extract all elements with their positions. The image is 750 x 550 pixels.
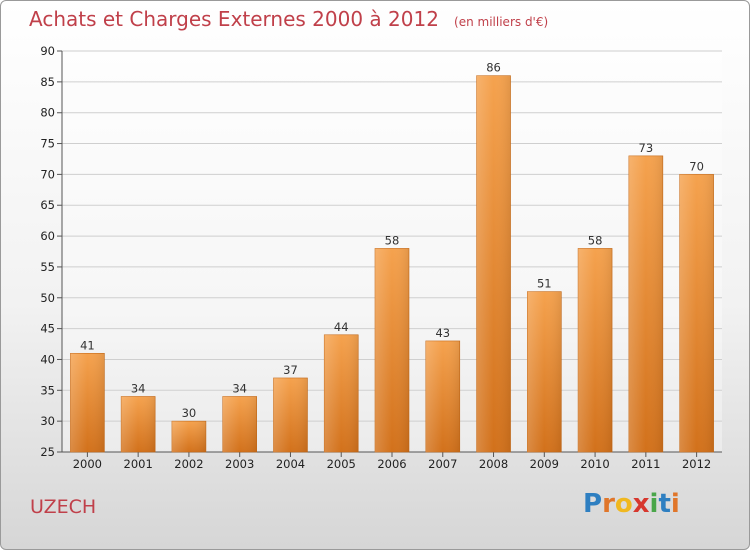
chart-unit: (en milliers d'€) bbox=[454, 15, 549, 29]
bar-shade-2005 bbox=[324, 334, 359, 452]
x-tick-label-2008: 2008 bbox=[479, 457, 508, 471]
value-label-2007: 43 bbox=[435, 326, 450, 340]
x-tick-label-2006: 2006 bbox=[377, 457, 406, 471]
logo-letter: P bbox=[583, 489, 603, 519]
value-label-2000: 41 bbox=[80, 338, 95, 352]
x-tick-label-2009: 2009 bbox=[530, 457, 559, 471]
y-tick-label: 40 bbox=[40, 352, 55, 366]
chart-title: Achats et Charges Externes 2000 à 2012 bbox=[29, 7, 439, 31]
bar-shade-2004 bbox=[273, 377, 308, 452]
bar-shade-2003 bbox=[222, 396, 257, 452]
value-label-2009: 51 bbox=[537, 277, 552, 291]
value-label-2005: 44 bbox=[334, 320, 349, 334]
town-name: UZECH bbox=[30, 496, 97, 518]
bar-shade-2010 bbox=[578, 248, 613, 452]
y-tick-label: 60 bbox=[40, 229, 55, 243]
y-tick-label: 35 bbox=[40, 383, 55, 397]
logo-letter: i bbox=[649, 489, 659, 519]
bar-layer bbox=[70, 75, 714, 453]
x-tick-label-2001: 2001 bbox=[124, 457, 153, 471]
value-label-2008: 86 bbox=[486, 61, 501, 75]
x-tick-label-2002: 2002 bbox=[174, 457, 203, 471]
logo-letter: r bbox=[602, 489, 615, 519]
x-tick-label-2000: 2000 bbox=[73, 457, 102, 471]
bar-shade-2008 bbox=[476, 75, 511, 452]
proxiti-logo: Proxiti bbox=[583, 489, 680, 519]
bar-shade-2002 bbox=[171, 421, 206, 452]
value-label-2011: 73 bbox=[639, 141, 654, 155]
x-tick-label-2005: 2005 bbox=[327, 457, 356, 471]
y-tick-label: 65 bbox=[40, 198, 55, 212]
logo-letter: o bbox=[614, 489, 633, 519]
y-tick-label: 85 bbox=[40, 75, 55, 89]
title-row: Achats et Charges Externes 2000 à 2012 (… bbox=[29, 7, 548, 31]
y-tick-label: 80 bbox=[40, 106, 55, 120]
value-label-2006: 58 bbox=[385, 233, 400, 247]
value-label-2003: 34 bbox=[232, 381, 247, 395]
y-tick-label: 30 bbox=[40, 414, 55, 428]
bar-shade-2007 bbox=[425, 340, 460, 452]
logo-letter: x bbox=[632, 489, 650, 519]
y-tick-label: 45 bbox=[40, 322, 55, 336]
y-tick-label: 55 bbox=[40, 260, 55, 274]
value-label-2004: 37 bbox=[283, 363, 298, 377]
bar-shade-2006 bbox=[375, 248, 409, 452]
y-tick-label: 50 bbox=[40, 291, 55, 305]
label-layer: 25 30 35 40 45 50 55 60 65 70 75 80 85 90 41 2000 34 2001… bbox=[40, 44, 711, 471]
x-tick-label-2003: 2003 bbox=[225, 457, 254, 471]
x-tick-label-2010: 2010 bbox=[580, 457, 609, 471]
y-tick-label: 75 bbox=[40, 137, 55, 151]
bar-shade-2001 bbox=[121, 396, 156, 452]
logo-letter: i bbox=[670, 489, 680, 519]
bar-shade-2009 bbox=[527, 291, 562, 452]
x-tick-label-2012: 2012 bbox=[682, 457, 711, 471]
bar-shade-2011 bbox=[628, 155, 663, 452]
y-tick-label: 90 bbox=[40, 44, 55, 58]
x-tick-label-2004: 2004 bbox=[276, 457, 305, 471]
value-label-2012: 70 bbox=[689, 159, 704, 173]
x-tick-label-2007: 2007 bbox=[428, 457, 457, 471]
value-label-2002: 30 bbox=[182, 406, 197, 420]
value-label-2010: 58 bbox=[588, 233, 603, 247]
value-label-2001: 34 bbox=[131, 381, 146, 395]
x-tick-label-2011: 2011 bbox=[631, 457, 660, 471]
bar-shade-2012 bbox=[679, 174, 714, 452]
y-tick-label: 70 bbox=[40, 167, 55, 181]
bar-shade-2000 bbox=[70, 353, 105, 452]
y-tick-label: 25 bbox=[40, 445, 55, 459]
logo-letter: t bbox=[658, 489, 671, 519]
